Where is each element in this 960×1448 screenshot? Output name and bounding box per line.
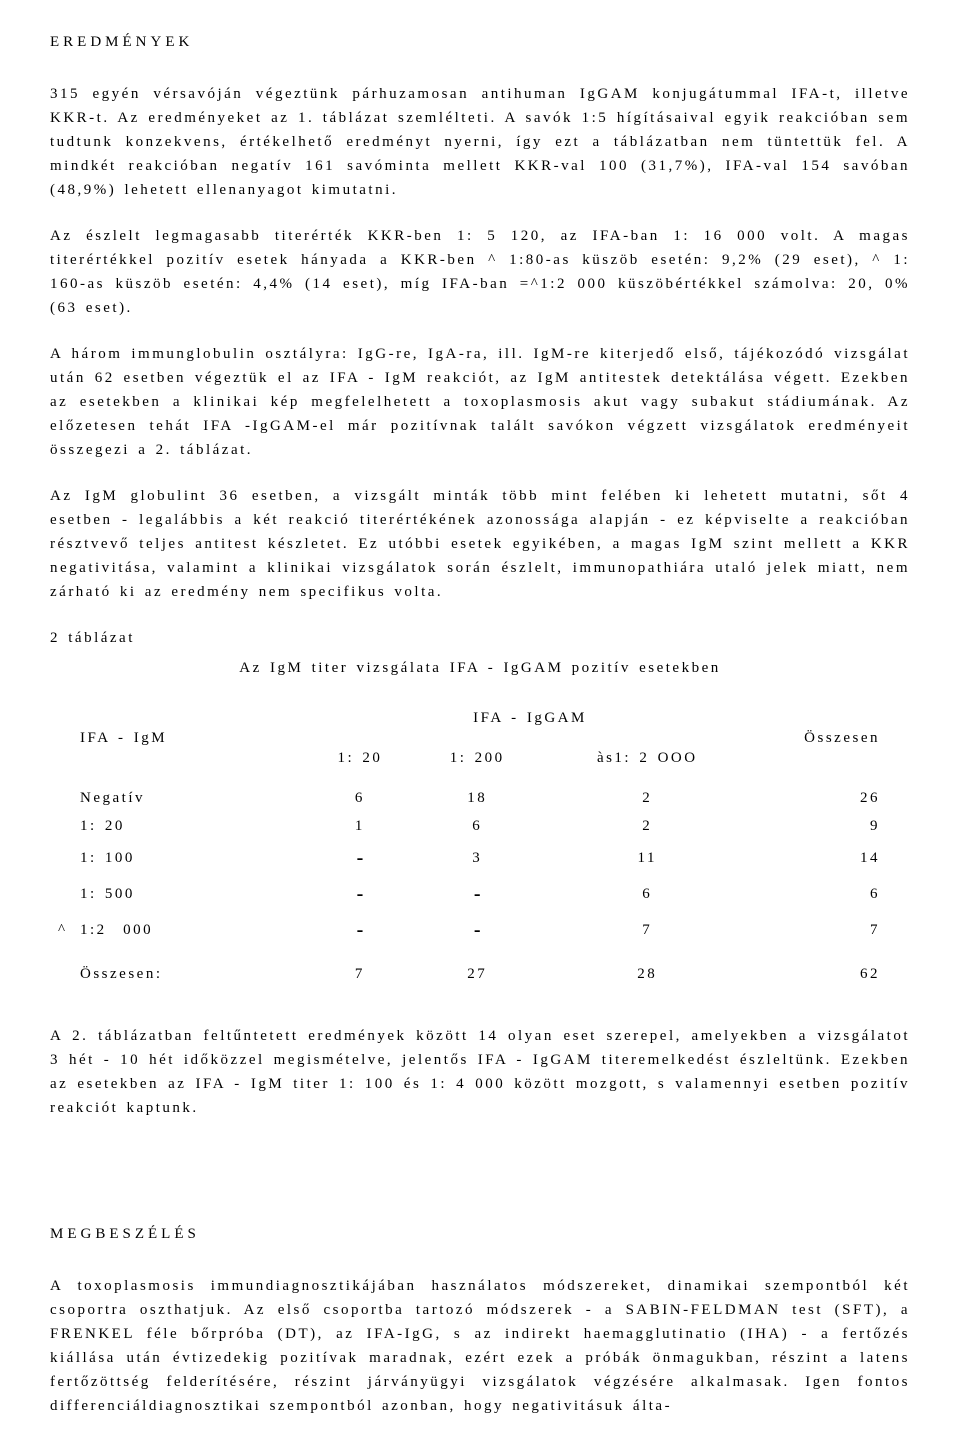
table-cell: 26	[754, 784, 910, 812]
table-super-header: IFA - IgGAM	[306, 704, 754, 744]
table-cell: 62	[754, 948, 910, 988]
table-cell: 2	[541, 812, 754, 840]
table-col-header: 1: 20	[306, 744, 414, 784]
table-cell: 1	[306, 812, 414, 840]
table-cell: 6	[541, 876, 754, 912]
paragraph-1: 315 egyén vérsavóján végeztünk párhuzamo…	[50, 82, 910, 202]
table-caption: Az IgM titer vizsgálata IFA - IgGAM pozi…	[50, 656, 910, 680]
table-cell: 27	[414, 948, 541, 988]
table-row-label: ^ 1:2 000	[50, 912, 306, 948]
table-row: 1: 100 - 3 11 14	[50, 840, 910, 876]
caret-symbol: ^	[58, 918, 68, 942]
table-row: ^ 1:2 000 - - 7 7	[50, 912, 910, 948]
table-cell: -	[414, 876, 541, 912]
table-cell: 18	[414, 784, 541, 812]
table-cell: -	[306, 840, 414, 876]
table-label: 2 táblázat	[50, 626, 910, 650]
paragraph-6: A toxoplasmosis immundiagnosztikájában h…	[50, 1274, 910, 1418]
paragraph-4: Az IgM globulint 36 esetben, a vizsgált …	[50, 484, 910, 604]
table-cell: 9	[754, 812, 910, 840]
paragraph-5: A 2. táblázatban feltűntetett eredmények…	[50, 1024, 910, 1120]
table-row-label: Negatív	[50, 784, 306, 812]
table-left-header: IFA - IgM	[50, 704, 306, 784]
table-cell: 14	[754, 840, 910, 876]
table-total-label: Összesen:	[50, 948, 306, 988]
table-cell: 2	[541, 784, 754, 812]
table-cell: -	[306, 912, 414, 948]
paragraph-3: A három immunglobulin osztályra: IgG-re,…	[50, 342, 910, 462]
table-row-label: 1: 100	[50, 840, 306, 876]
table-row-label: 1: 500	[50, 876, 306, 912]
table-cell: 6	[754, 876, 910, 912]
table-cell: -	[414, 912, 541, 948]
table-row: 1: 500 - - 6 6	[50, 876, 910, 912]
results-table: IFA - IgM IFA - IgGAM Összesen 1: 20 1: …	[50, 704, 910, 988]
table-row-label: 1: 20	[50, 812, 306, 840]
table-cell: -	[306, 876, 414, 912]
results-heading: EREDMÉNYEK	[50, 30, 910, 54]
table-cell: 11	[541, 840, 754, 876]
table-cell: 6	[306, 784, 414, 812]
table-header-row-1: IFA - IgM IFA - IgGAM Összesen	[50, 704, 910, 744]
table-row: Negatív 6 18 2 26	[50, 784, 910, 812]
table-cell: 7	[306, 948, 414, 988]
table-right-header: Összesen	[754, 704, 910, 784]
table-row: 1: 20 1 6 2 9	[50, 812, 910, 840]
paragraph-2: Az észlelt legmagasabb titerérték KKR-be…	[50, 224, 910, 320]
table-cell: 7	[754, 912, 910, 948]
table-cell: 3	[414, 840, 541, 876]
table-cell: 7	[541, 912, 754, 948]
table-cell: 6	[414, 812, 541, 840]
table-cell: 28	[541, 948, 754, 988]
table-col-header: 1: 200	[414, 744, 541, 784]
discussion-heading: MEGBESZÉLÉS	[50, 1222, 910, 1246]
table-col-header: às1: 2 OOO	[541, 744, 754, 784]
table-total-row: Összesen: 7 27 28 62	[50, 948, 910, 988]
table-row-label-text: 1:2 000	[80, 922, 153, 938]
